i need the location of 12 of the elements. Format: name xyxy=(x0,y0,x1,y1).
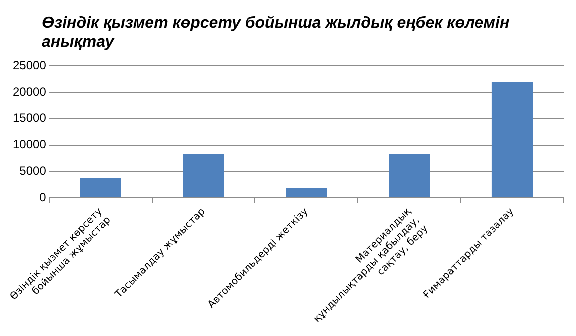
y-tick-label: 25000 xyxy=(12,58,47,73)
y-tick-label: 5000 xyxy=(20,164,47,178)
bar xyxy=(492,82,534,198)
bar xyxy=(286,188,328,198)
y-tick-label: 0 xyxy=(40,190,47,204)
chart-title: Өзіндік қызмет көрсету бойынша жылдық еңбек көлемін анықтау xyxy=(42,14,511,52)
bar xyxy=(80,178,122,198)
y-tick-label: 10000 xyxy=(12,138,47,152)
y-tick-label: 20000 xyxy=(12,84,47,99)
y-tick-label: 15000 xyxy=(12,111,47,126)
bar xyxy=(183,154,224,198)
bar xyxy=(389,154,430,198)
